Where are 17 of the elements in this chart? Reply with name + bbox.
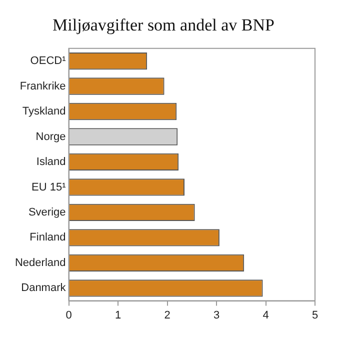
chart-title: Miljøavgifter som andel av BNP	[52, 16, 274, 35]
x-tick-label: 2	[164, 309, 170, 322]
y-tick-label: Danmark	[21, 282, 66, 294]
x-tick-label: 5	[312, 309, 318, 322]
y-tick-label: EU 15¹	[32, 181, 66, 194]
y-tick-label: Tyskland	[22, 106, 66, 118]
y-tick-label: Finland	[30, 232, 66, 244]
y-tick-label: Norge	[36, 130, 66, 143]
y-tick-label: Sverige	[28, 206, 66, 218]
x-tick-label: 0	[66, 309, 72, 322]
y-tick-label: OECD¹	[30, 55, 66, 68]
x-tick-label: 1	[114, 309, 122, 322]
x-tick-label: 3	[213, 309, 220, 322]
y-tick-label: Frankrike	[20, 80, 66, 92]
y-tick-label: Nederland	[14, 256, 66, 269]
x-tick-label: 4	[262, 309, 269, 322]
y-tick-label: Island	[36, 156, 66, 168]
